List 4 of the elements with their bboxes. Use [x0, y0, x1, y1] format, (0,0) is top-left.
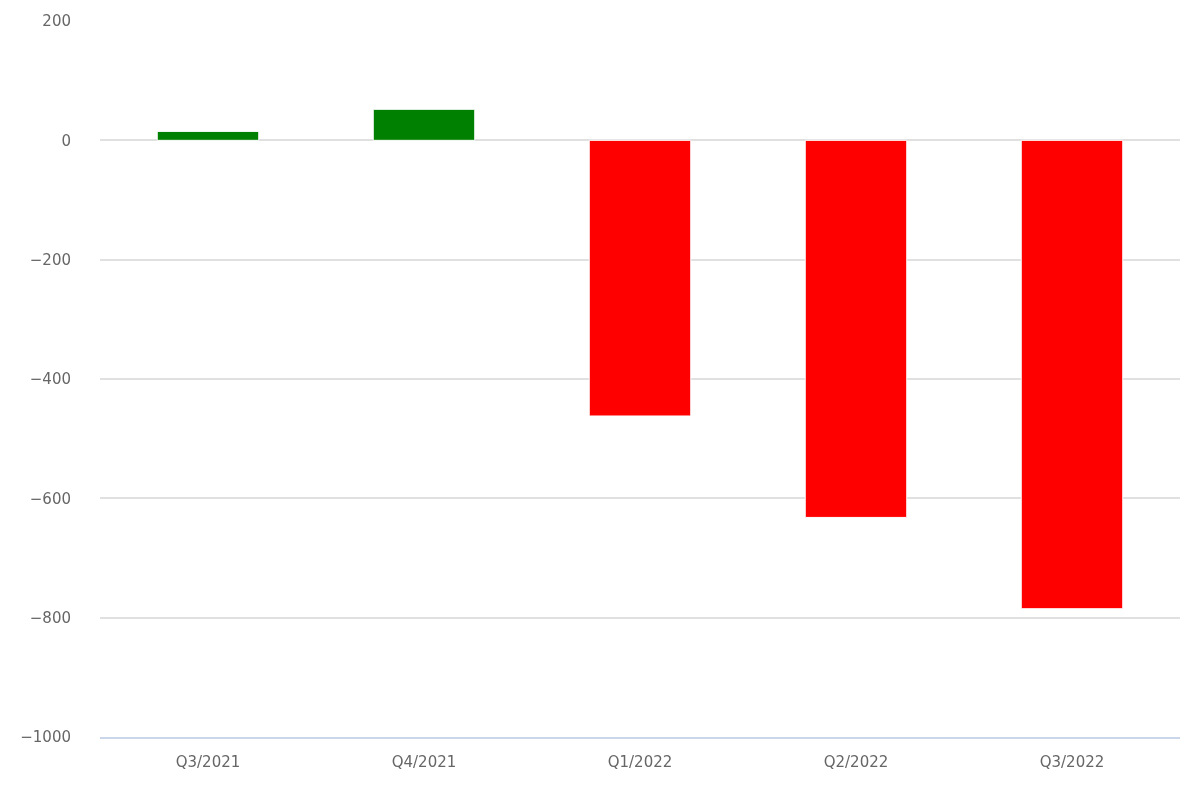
y-tick-label: 200	[42, 12, 71, 31]
y-tick-label: 0	[61, 131, 71, 150]
bar	[156, 130, 260, 141]
bar	[372, 108, 476, 141]
